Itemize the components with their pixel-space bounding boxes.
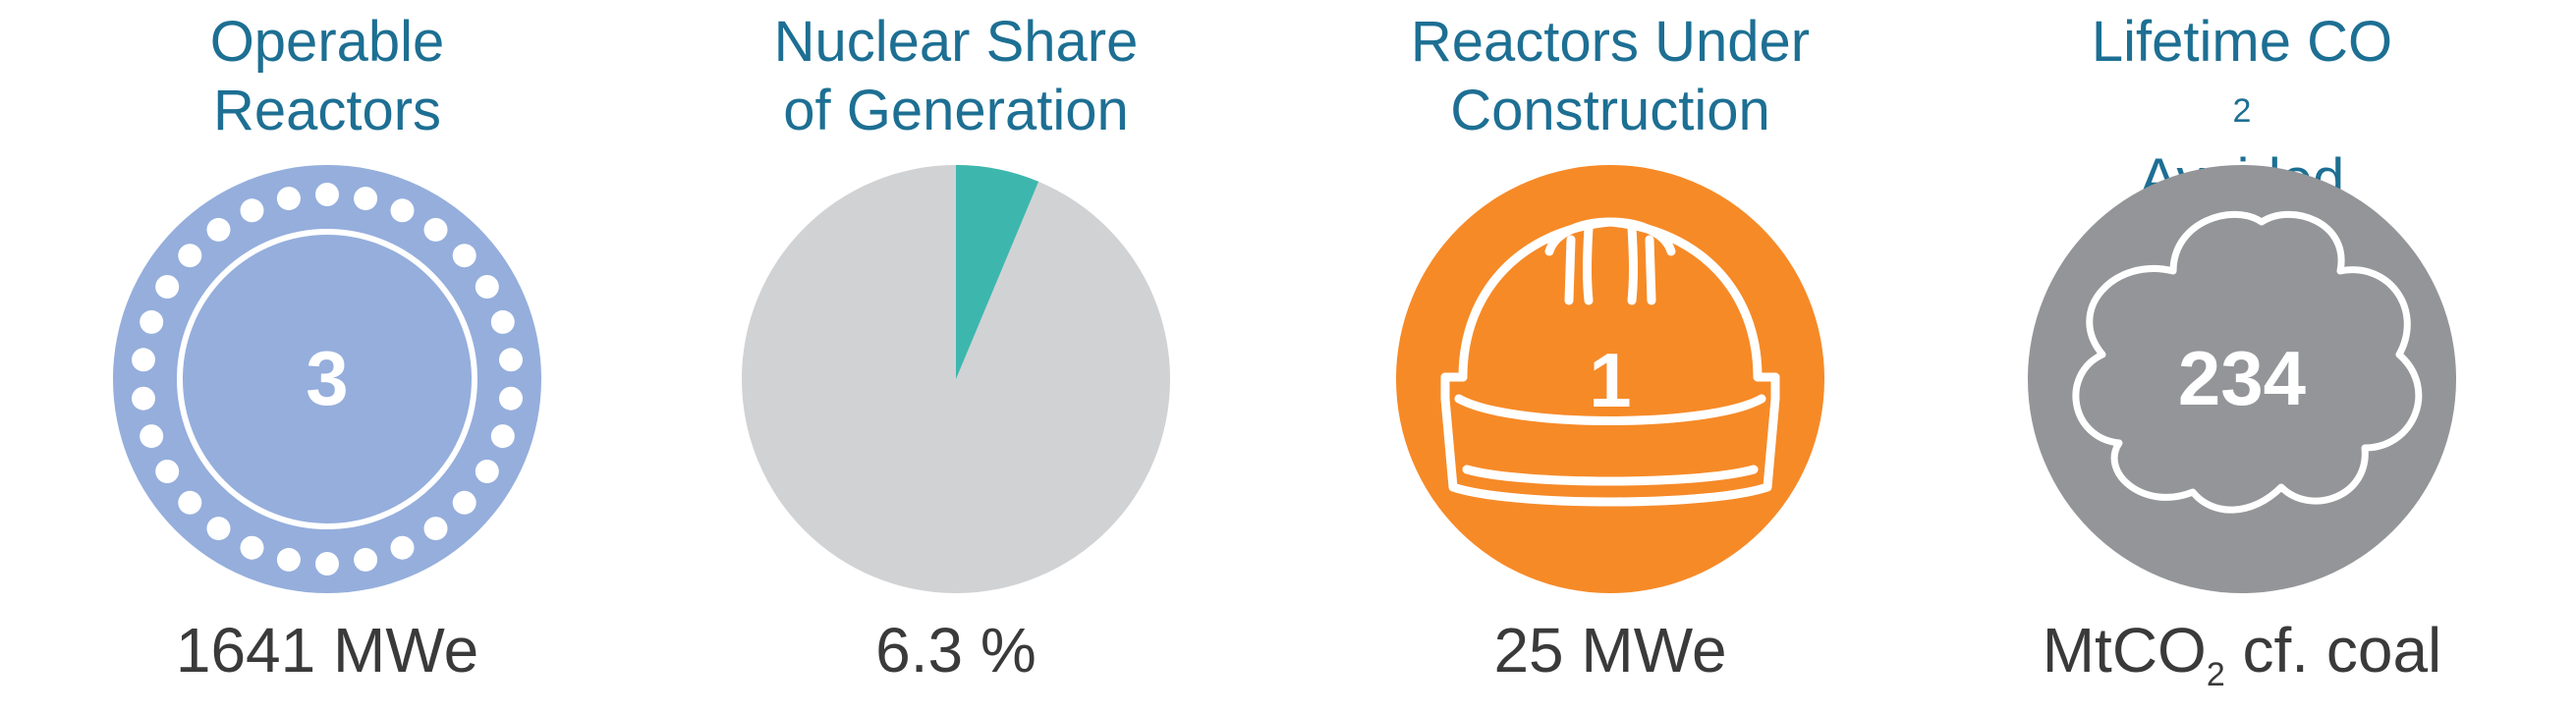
title-line-2: of Generation [783,79,1129,142]
construction-count: 1 [1589,337,1631,423]
core-dot [178,244,202,268]
title-line-1: Nuclear Share [773,10,1139,74]
reactor-core-icon: 3 [111,163,543,595]
core-dot [206,517,231,541]
core-dot [390,535,415,560]
core-dot [490,424,515,449]
unit-cf-coal: cf. coal [2224,615,2442,686]
core-dot [140,424,164,449]
core-dot [155,460,180,483]
core-dot [452,244,476,268]
core-dot [276,187,301,211]
core-dot [354,187,378,211]
cloud-icon: 234 [2026,163,2458,595]
core-dot [423,217,448,242]
core-dot [276,547,301,572]
co2-avoided-amount: 234 [2178,335,2306,421]
operable-reactors-title: Operable Reactors [13,8,642,145]
title-line-1: Reactors Under [1410,10,1811,74]
core-dot [499,386,523,411]
title-line-1: Lifetime CO 2 [1928,8,2556,145]
core-dot [240,535,264,560]
core-dot [354,547,378,572]
core-dot [132,386,155,411]
unit-mtco: MtCO [2042,615,2207,686]
core-dot [178,490,202,515]
title-line-2: Reactors [212,79,442,142]
core-dot [423,517,448,541]
nuclear-share-panel: Nuclear Share of Generation 6.3 % [642,0,1270,713]
operable-reactors-panel: Operable Reactors 3 1641 MWe [13,0,642,713]
nuclear-share-value: 6.3 % [875,615,1036,686]
co2-avoided-unit: MtCO2 cf. coal [1928,611,2556,714]
unit-subscript: 2 [2206,656,2225,693]
core-dot [315,552,339,576]
title-line-1: Operable [209,10,445,74]
core-dot [132,348,155,372]
title-line-2: Construction [1450,79,1770,142]
core-dot [452,490,476,515]
core-dot [206,217,231,242]
core-dot [475,275,499,299]
pie-nuclear-slice [956,165,1039,379]
operable-reactors-count: 3 [306,335,348,421]
co2-avoided-panel: Lifetime CO2 Avoided 234 MtCO2 cf. coal [1928,0,2556,713]
title-co-text: Lifetime CO [2091,10,2393,74]
core-dot [499,348,523,372]
core-dot [155,275,180,299]
nuclear-share-title: Nuclear Share of Generation [642,8,1270,145]
core-dot [315,183,339,206]
construction-capacity-value: 25 MWe [1493,615,1727,686]
core-dot [240,198,264,223]
operable-capacity-value: 1641 MWe [175,615,479,686]
construction-panel: Reactors Under Construction 1 [1296,0,1925,713]
construction-title: Reactors Under Construction [1296,8,1925,145]
core-dot [140,309,164,334]
core-dot [490,309,515,334]
hard-hat-icon: 1 [1394,163,1826,595]
title-subscript: 2 [2232,92,2252,130]
core-dot [475,460,499,483]
core-dot [390,198,415,223]
share-pie-chart [740,163,1172,595]
